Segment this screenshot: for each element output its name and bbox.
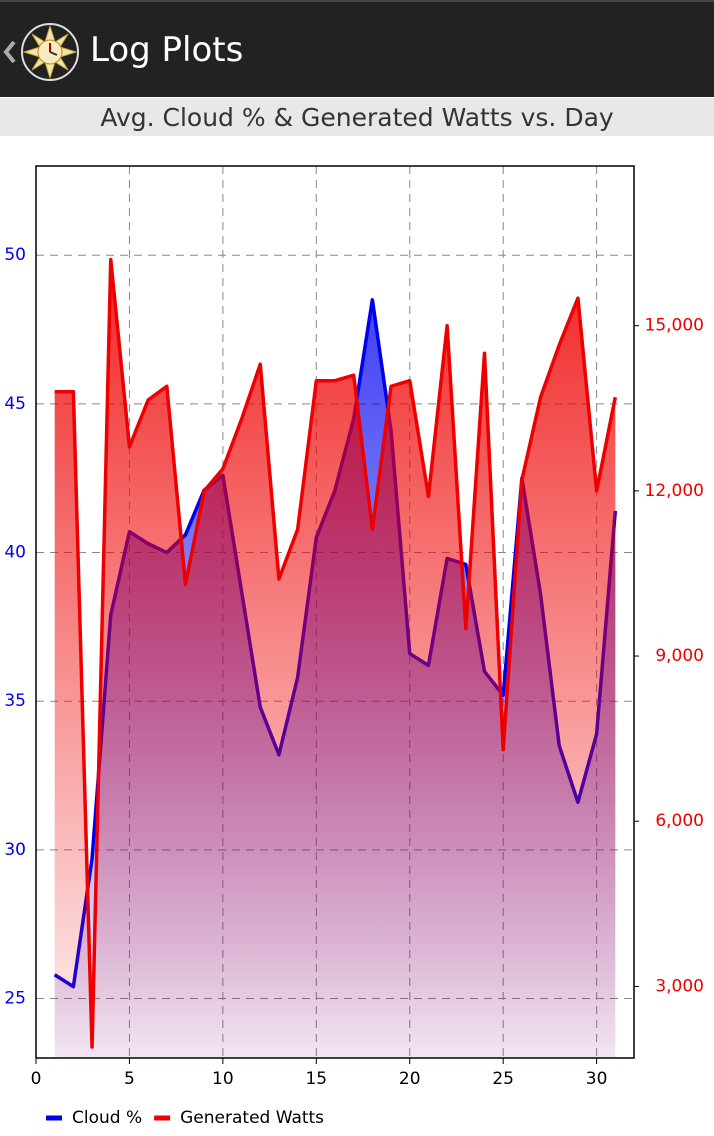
area-fill [54, 299, 616, 1058]
nav-icons[interactable] [0, 2, 90, 97]
y2-tick-label: 9,000 [655, 646, 704, 666]
y2-tick-label: 6,000 [655, 811, 704, 831]
series-line [54, 257, 618, 1049]
area-fill [54, 259, 616, 1058]
app-icon [21, 23, 79, 81]
y-tick-label: 45 [4, 394, 26, 414]
y2-tick-label: 3,000 [655, 976, 704, 996]
y-tick-label: 35 [4, 691, 26, 711]
y-tick-label: 40 [4, 543, 26, 563]
x-tick-label: 30 [586, 1069, 608, 1089]
y2-tick-label: 12,000 [645, 481, 704, 501]
x-tick-label: 0 [31, 1069, 42, 1089]
chart-title: Avg. Cloud % & Generated Watts vs. Day [0, 98, 714, 136]
legend-label: Cloud % [72, 1108, 142, 1128]
x-tick-label: 20 [399, 1069, 421, 1089]
y-tick-label: 50 [4, 245, 26, 265]
plot-frame [35, 165, 635, 1059]
legend-label: Generated Watts [180, 1108, 324, 1128]
back-arrow[interactable] [3, 40, 16, 64]
x-tick-label: 15 [305, 1069, 327, 1089]
action-bar: Log Plots [0, 0, 714, 97]
y2-tick-label: 15,000 [645, 316, 704, 336]
y-tick-label: 25 [4, 989, 26, 1009]
x-tick-label: 10 [212, 1069, 234, 1089]
x-tick-label: 25 [492, 1069, 514, 1089]
series-line [53, 298, 618, 989]
y-tick-label: 30 [4, 840, 26, 860]
x-tick-label: 5 [124, 1069, 135, 1089]
screen-title: Log Plots [90, 30, 244, 70]
